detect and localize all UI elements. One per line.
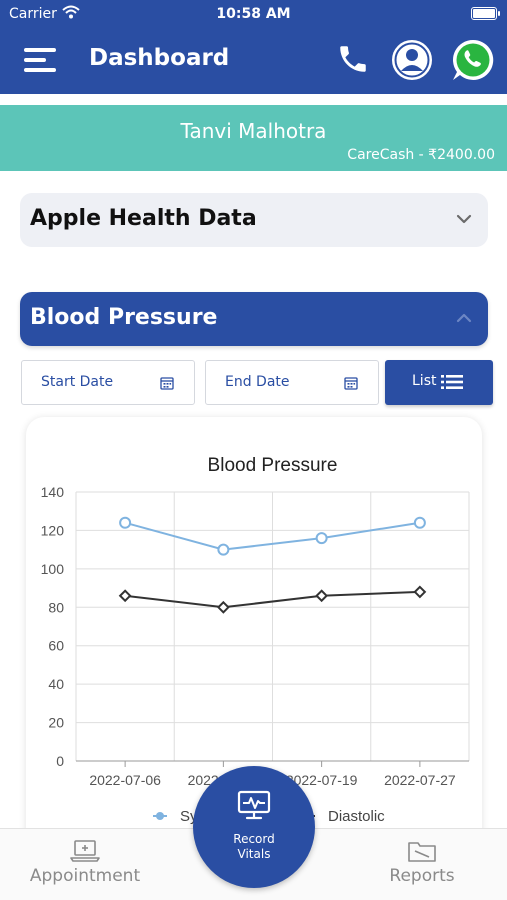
laptop-icon xyxy=(70,840,100,862)
menu-icon[interactable] xyxy=(24,46,56,74)
apple-health-accordion[interactable]: Apple Health Data xyxy=(20,193,488,247)
apple-health-title: Apple Health Data xyxy=(30,206,257,231)
chevron-up-icon xyxy=(456,313,472,323)
record-vitals-line1: Record xyxy=(233,832,275,846)
user-banner: Tanvi Malhotra CareCash - ₹2400.00 xyxy=(0,105,507,171)
page-title: Dashboard xyxy=(89,45,230,71)
battery-icon xyxy=(471,7,500,20)
data-point-diastolic xyxy=(118,589,132,603)
carrier-label: Carrier xyxy=(9,6,57,22)
record-vitals-label: Record Vitals xyxy=(193,832,315,862)
y-tick-label: 100 xyxy=(41,561,65,577)
y-tick-label: 140 xyxy=(41,484,65,500)
tab-reports[interactable]: Reports xyxy=(372,829,472,900)
series-line-diastolic xyxy=(125,590,420,609)
start-date-field[interactable]: Start Date xyxy=(21,360,195,405)
list-button-label: List xyxy=(412,373,437,389)
folder-icon xyxy=(408,842,436,862)
y-tick-label: 0 xyxy=(56,753,64,769)
data-point-diastolic xyxy=(315,589,329,603)
y-tick-label: 20 xyxy=(48,715,64,731)
data-point-diastolic xyxy=(413,585,427,599)
carecash-balance: CareCash - ₹2400.00 xyxy=(347,147,495,163)
status-time: 10:58 AM xyxy=(216,6,291,22)
monitor-icon xyxy=(237,790,271,820)
data-point-systolic xyxy=(315,532,328,545)
phone-icon[interactable] xyxy=(336,42,370,76)
profile-icon[interactable] xyxy=(391,39,433,81)
status-bar: Carrier 10:58 AM xyxy=(0,0,507,28)
legend-marker-systolic xyxy=(156,812,164,820)
chart-title: Blood Pressure xyxy=(208,455,338,476)
record-vitals-line2: Vitals xyxy=(237,847,271,861)
record-vitals-button[interactable]: Record Vitals xyxy=(193,766,315,888)
series-line-systolic xyxy=(124,521,421,551)
y-tick-label: 40 xyxy=(48,676,64,692)
list-view-button[interactable]: List xyxy=(385,360,493,405)
legend-label-diastolic: Diastolic xyxy=(328,808,385,825)
blood-pressure-title: Blood Pressure xyxy=(30,305,218,330)
y-tick-label: 60 xyxy=(48,638,64,654)
end-date-field[interactable]: End Date xyxy=(205,360,379,405)
x-tick-label: 2022-07-06 xyxy=(89,772,161,788)
data-point-systolic xyxy=(413,516,426,529)
y-tick-label: 120 xyxy=(41,522,65,538)
tab-reports-label: Reports xyxy=(389,866,455,886)
tab-appointment[interactable]: Appointment xyxy=(20,829,150,900)
data-point-diastolic xyxy=(216,600,230,614)
data-point-systolic xyxy=(217,543,230,556)
end-date-label: End Date xyxy=(225,374,290,390)
whatsapp-icon[interactable] xyxy=(449,36,497,84)
user-name: Tanvi Malhotra xyxy=(180,119,327,143)
data-point-systolic xyxy=(119,516,132,529)
blood-pressure-accordion[interactable]: Blood Pressure xyxy=(20,292,488,346)
start-date-label: Start Date xyxy=(41,374,114,390)
calendar-icon xyxy=(344,377,358,390)
y-tick-label: 80 xyxy=(48,599,64,615)
wifi-icon xyxy=(62,5,80,19)
list-icon xyxy=(441,375,463,389)
x-tick-label: 2022-07-19 xyxy=(286,772,358,788)
app-header: Dashboard xyxy=(0,28,507,94)
tab-appointment-label: Appointment xyxy=(29,866,141,886)
chevron-down-icon xyxy=(456,214,472,224)
calendar-icon xyxy=(160,377,174,390)
x-tick-label: 2022-07-27 xyxy=(384,772,456,788)
